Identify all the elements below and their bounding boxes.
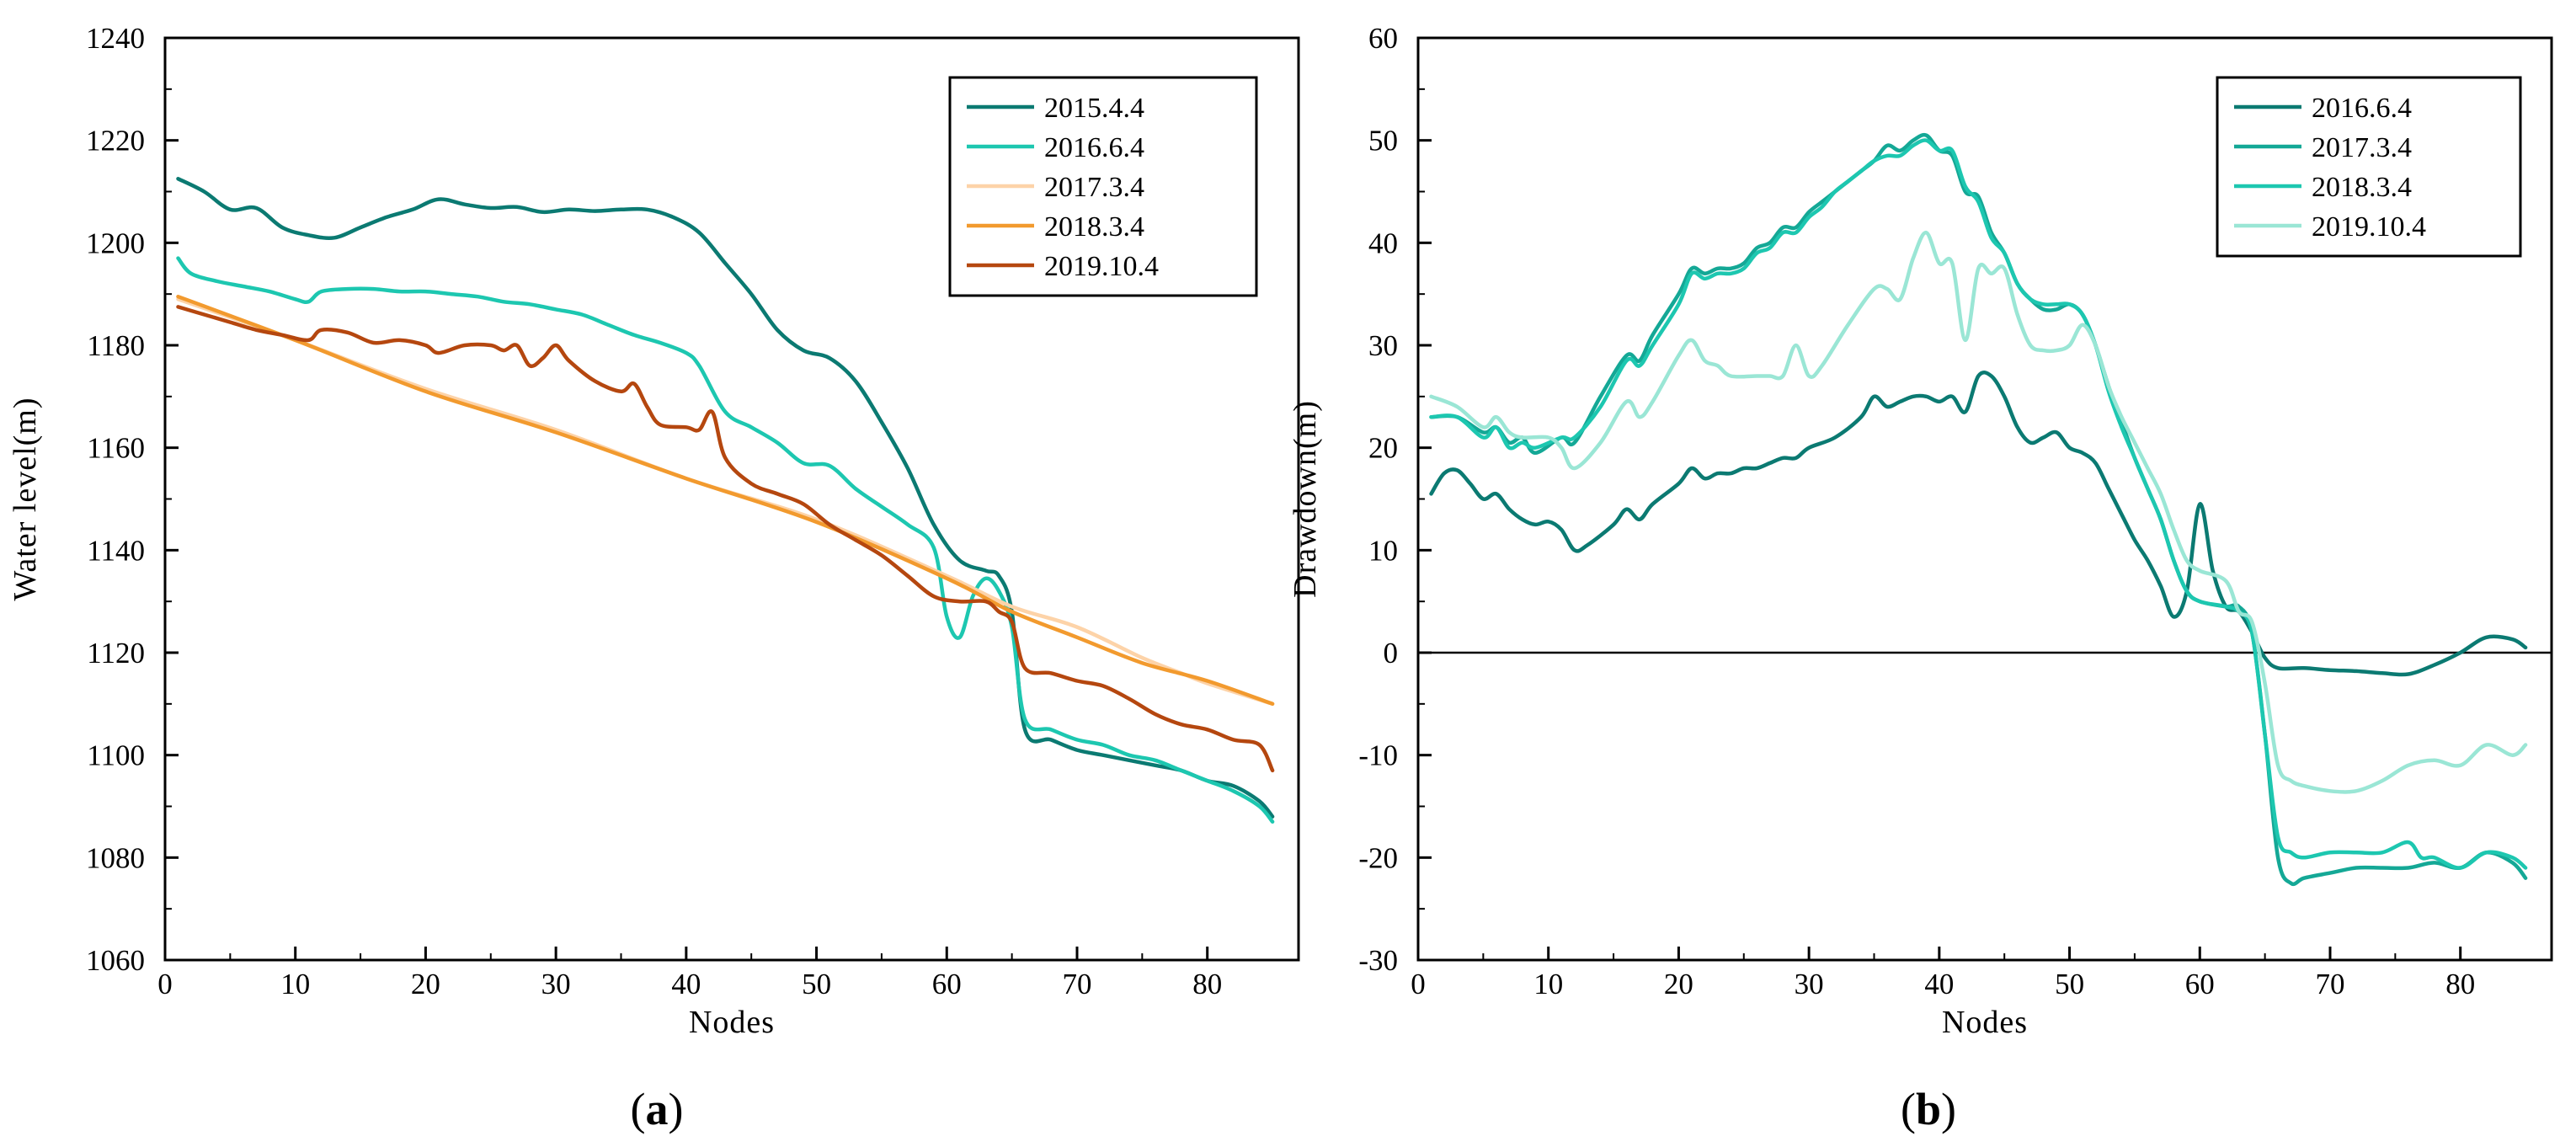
chart-b-series-line-2018.3.4 xyxy=(1429,138,2528,870)
chart-a-x-tick-label: 50 xyxy=(802,968,831,1000)
chart-a-y-tick-label: 1080 xyxy=(86,841,145,874)
chart-b-panel-label-close: ) xyxy=(1941,1084,1956,1134)
chart-b-x-axis-title: Nodes xyxy=(1942,1005,2028,1040)
chart-b-series-line-2016.6.4 xyxy=(1429,371,2528,677)
chart-a-x-tick-label: 40 xyxy=(671,968,701,1000)
chart-b-y-tick-label: 0 xyxy=(1384,637,1399,670)
chart-a-panel-label-letter: a xyxy=(646,1084,669,1134)
chart-a-series-line-2018.3.4 xyxy=(176,294,1275,707)
chart-b-x-tick-label: 80 xyxy=(2445,968,2475,1000)
chart-b-y-tick-label: -10 xyxy=(1358,739,1398,772)
chart-a-panel-label-close: ) xyxy=(669,1084,684,1134)
chart-a-series-line-2015.4.4 xyxy=(176,177,1275,819)
chart-b-legend-label: 2016.6.4 xyxy=(2312,93,2412,124)
chart-a-x-tick-label: 80 xyxy=(1192,968,1222,1000)
chart-b-y-tick-label: 40 xyxy=(1368,227,1398,259)
chart-b-legend: 2016.6.4 2017.3.4 2018.3.4 2019.10.4 xyxy=(2216,76,2522,258)
chart-a-y-axis-title: Water level(m) xyxy=(8,397,43,601)
chart-a-x-tick-label: 30 xyxy=(541,968,571,1000)
chart-b-y-tick-label: -20 xyxy=(1358,841,1398,874)
chart-a-y-tick-label: 1180 xyxy=(87,329,145,362)
chart-b-x-tick-label: 20 xyxy=(1664,968,1693,1000)
chart-a: 0 10 20 30 40 50 60 70 80 1060 1080 1100 1120 1140 116… xyxy=(8,22,1300,1134)
chart-a-legend-label: 2016.6.4 xyxy=(1044,132,1144,163)
chart-a-series-line-2016.6.4 xyxy=(176,256,1275,824)
chart-a-y-tick-label: 1100 xyxy=(87,739,145,772)
chart-b-y-tick-label: 50 xyxy=(1368,125,1398,157)
chart-a-y-tick-label: 1240 xyxy=(86,22,145,55)
chart-a-legend-label: 2019.10.4 xyxy=(1044,251,1159,282)
chart-a-y-tick-label: 1220 xyxy=(86,125,145,157)
chart-a-legend-label: 2015.4.4 xyxy=(1044,93,1144,124)
chart-a-x-tick-label: 20 xyxy=(411,968,440,1000)
chart-a-series-line-2017.3.4 xyxy=(176,297,1275,707)
chart-a-series-line-2019.10.4 xyxy=(176,305,1275,773)
chart-a-y-tick-label: 1060 xyxy=(86,944,145,977)
chart-b-legend-label: 2017.3.4 xyxy=(2312,132,2412,163)
chart-a-x-tick-label: 60 xyxy=(932,968,962,1000)
chart-b-y-tick-label: 30 xyxy=(1368,329,1398,362)
chart-b-y-tick-label: 60 xyxy=(1368,22,1398,55)
chart-b-x-tick-label: 40 xyxy=(1924,968,1954,1000)
chart-b-panel-label-open: ( xyxy=(1901,1084,1916,1134)
chart-b-panel-label-letter: b xyxy=(1916,1084,1941,1134)
chart-b: 0 10 20 30 40 50 60 70 80 -30 -20 -10 0 10 20 30 40 50 60 N… xyxy=(1288,22,2553,1134)
chart-b-y-axis-title: Drawdown(m) xyxy=(1288,400,1323,598)
chart-a-panel-label-open: ( xyxy=(631,1084,646,1134)
chart-a-y-tick-label: 1160 xyxy=(87,432,145,465)
chart-b-legend-label: 2019.10.4 xyxy=(2312,211,2426,243)
chart-b-series-line-2019.10.4 xyxy=(1429,230,2528,794)
chart-a-legend-label: 2017.3.4 xyxy=(1044,172,1144,203)
chart-a-y-tick-label: 1200 xyxy=(86,227,145,259)
chart-b-panel-label: (b) xyxy=(1901,1084,1956,1134)
chart-a-series-group xyxy=(176,177,1275,824)
chart-a-x-axis-title: Nodes xyxy=(689,1005,775,1040)
chart-a-legend-label: 2018.3.4 xyxy=(1044,211,1144,243)
chart-b-y-tick-label: 20 xyxy=(1368,432,1398,465)
chart-b-x-tick-label: 30 xyxy=(1795,968,1824,1000)
chart-b-legend-label: 2018.3.4 xyxy=(2312,172,2412,203)
chart-b-x-tick-label: 70 xyxy=(2315,968,2344,1000)
chart-b-y-tick-label: -30 xyxy=(1358,944,1398,977)
chart-a-y-tick-label: 1140 xyxy=(87,534,145,567)
chart-b-x-tick-label: 60 xyxy=(2185,968,2215,1000)
chart-a-x-tick-label: 0 xyxy=(157,968,173,1000)
chart-a-x-tick-label: 70 xyxy=(1062,968,1091,1000)
chart-b-x-tick-label: 0 xyxy=(1411,968,1426,1000)
chart-a-legend: 2015.4.4 2016.6.4 2017.3.4 2018.3.4 2019.10.… xyxy=(948,76,1258,297)
chart-b-y-tick-label: 10 xyxy=(1368,534,1398,567)
chart-a-panel-label: (a) xyxy=(631,1084,684,1134)
chart-a-x-tick-label: 10 xyxy=(280,968,310,1000)
chart-a-y-tick-label: 1120 xyxy=(87,637,145,670)
chart-b-x-tick-label: 10 xyxy=(1533,968,1563,1000)
chart-b-series-group xyxy=(1418,132,2552,887)
chart-b-x-tick-label: 50 xyxy=(2055,968,2084,1000)
